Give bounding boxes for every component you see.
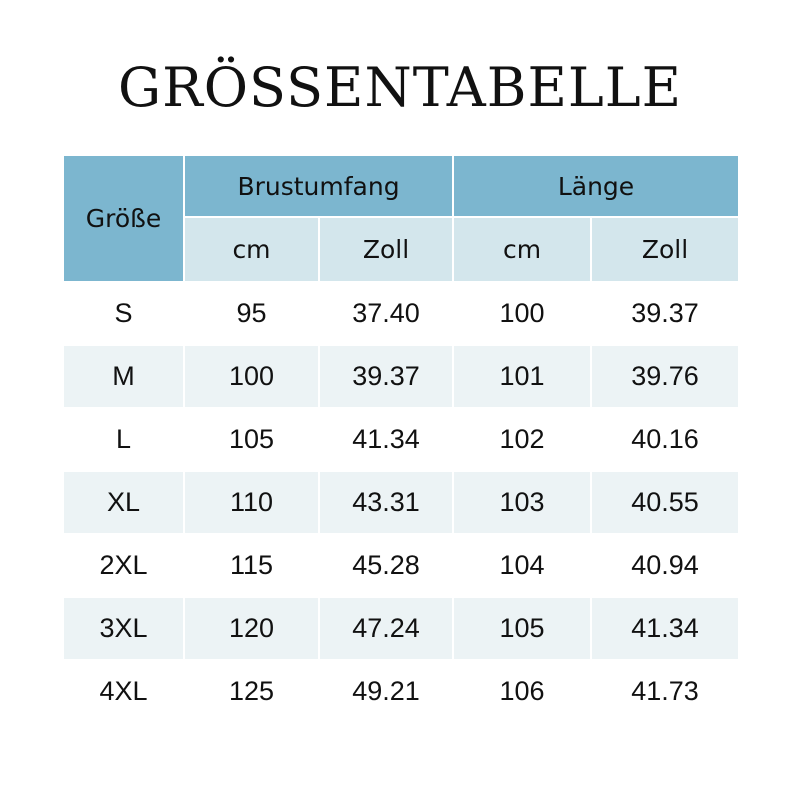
cell-chest-inch: 43.31 [317, 470, 455, 535]
table-row: XL 110 43.31 103 40.55 [62, 470, 741, 535]
cell-size: 2XL [62, 533, 185, 598]
cell-length-inch: 39.37 [590, 281, 741, 346]
cell-chest-cm: 105 [183, 407, 320, 472]
header-length: Länge [452, 154, 741, 218]
table-row: 3XL 120 47.24 105 41.34 [62, 596, 741, 661]
header-chest: Brustumfang [182, 154, 455, 218]
cell-chest-inch: 47.24 [317, 596, 455, 661]
cell-chest-cm: 115 [183, 533, 320, 598]
cell-length-inch: 40.16 [590, 407, 741, 472]
header-length-cm: cm [452, 216, 593, 283]
table-row: 2XL 115 45.28 104 40.94 [62, 533, 741, 598]
table-row: 4XL 125 49.21 106 41.73 [62, 659, 741, 724]
cell-size: 4XL [62, 659, 185, 724]
table-row: M 100 39.37 101 39.76 [62, 344, 741, 409]
cell-chest-inch: 39.37 [317, 344, 455, 409]
page-title: GRÖSSENTABELLE [117, 56, 683, 119]
cell-length-cm: 102 [452, 407, 593, 472]
header-chest-cm: cm [183, 216, 320, 283]
cell-chest-inch: 41.34 [317, 407, 455, 472]
cell-length-cm: 101 [452, 344, 593, 409]
cell-length-cm: 105 [452, 596, 593, 661]
cell-length-inch: 41.73 [590, 659, 741, 724]
cell-size: M [62, 344, 185, 409]
cell-length-cm: 100 [452, 281, 593, 346]
cell-chest-cm: 110 [183, 470, 320, 535]
cell-length-cm: 103 [452, 470, 593, 535]
cell-chest-inch: 45.28 [317, 533, 455, 598]
cell-length-inch: 40.55 [590, 470, 741, 535]
cell-size: L [62, 407, 185, 472]
table-row: L 105 41.34 102 40.16 [62, 407, 741, 472]
header-length-inch: Zoll [590, 216, 741, 283]
header-size: Größe [62, 154, 185, 283]
cell-chest-inch: 37.40 [317, 281, 455, 346]
size-table: Größe Brustumfang Länge cm Zoll cm Zoll … [62, 154, 741, 724]
cell-length-cm: 104 [452, 533, 593, 598]
header-chest-inch: Zoll [317, 216, 455, 283]
cell-chest-cm: 125 [183, 659, 320, 724]
cell-length-inch: 41.34 [590, 596, 741, 661]
table-row: S 95 37.40 100 39.37 [62, 281, 741, 346]
cell-size: 3XL [62, 596, 185, 661]
cell-length-cm: 106 [452, 659, 593, 724]
cell-chest-inch: 49.21 [317, 659, 455, 724]
cell-length-inch: 39.76 [590, 344, 741, 409]
cell-chest-cm: 95 [183, 281, 320, 346]
cell-size: XL [62, 470, 185, 535]
cell-chest-cm: 120 [183, 596, 320, 661]
cell-size: S [62, 281, 185, 346]
cell-length-inch: 40.94 [590, 533, 741, 598]
cell-chest-cm: 100 [183, 344, 320, 409]
